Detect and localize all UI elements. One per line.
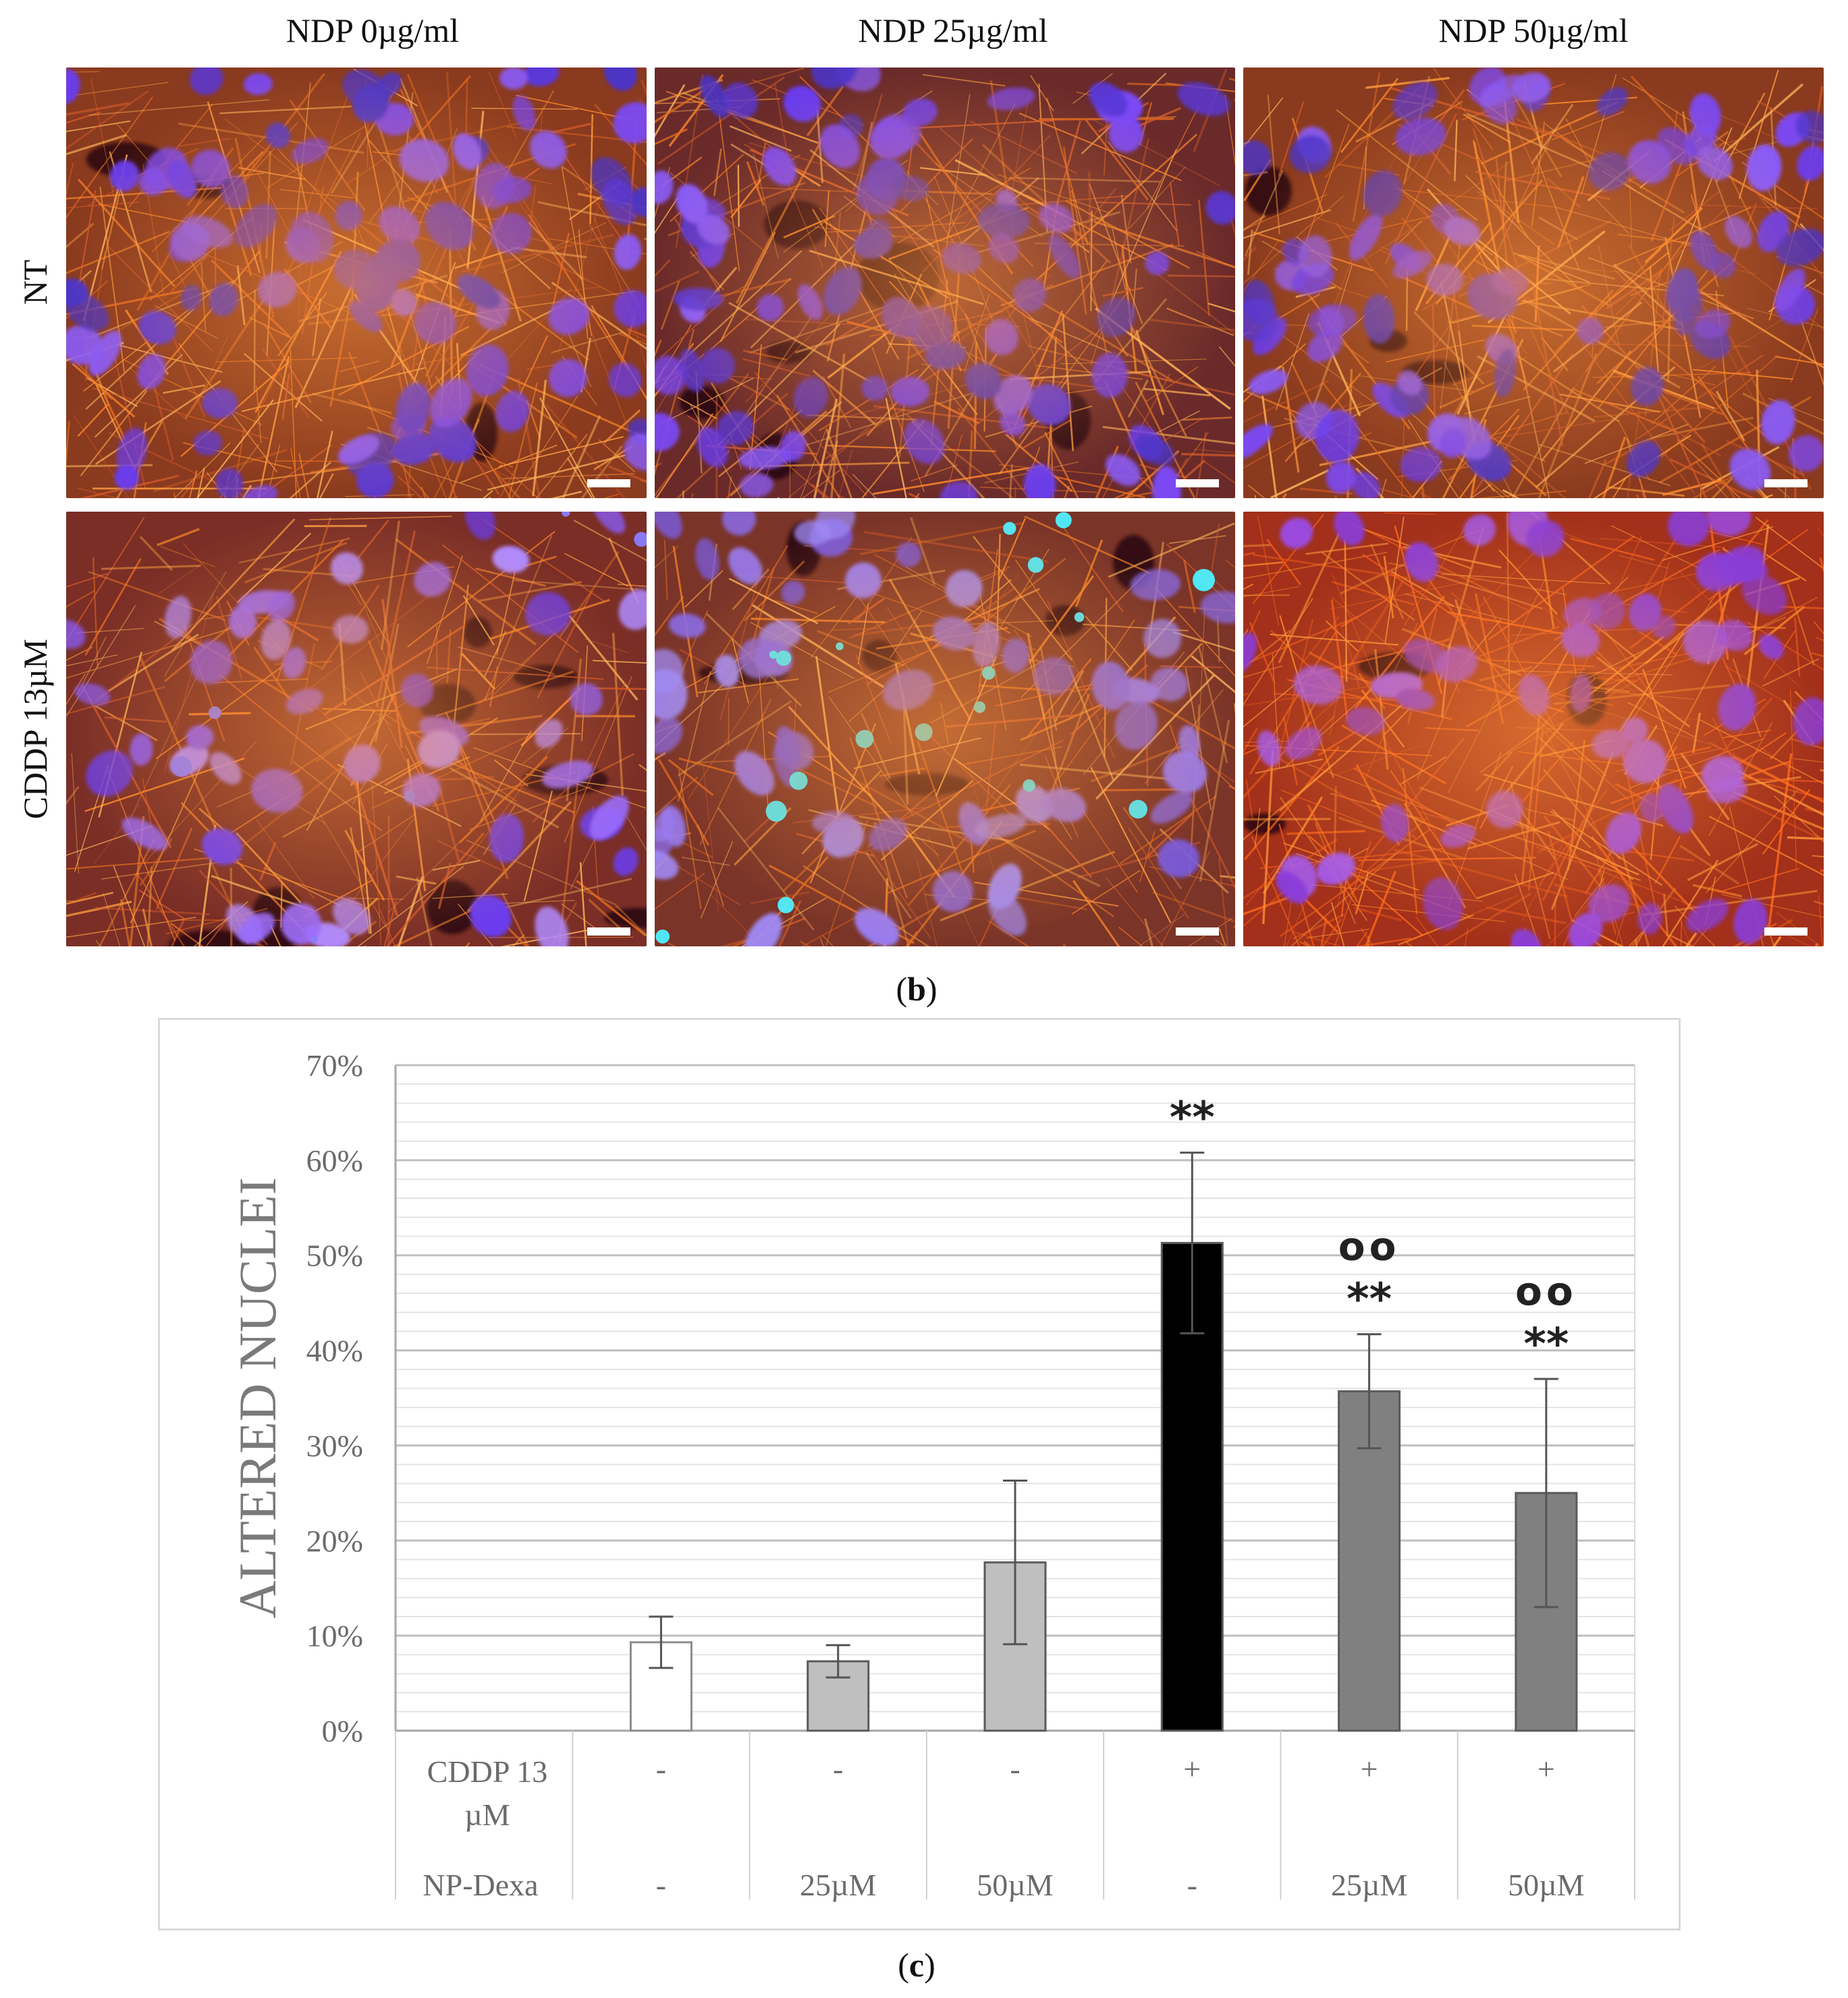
significance-stars: ** (1170, 1094, 1215, 1143)
table-cell-cddp: + (1183, 1752, 1201, 1786)
column-label-ndp-50: NDP 50µg/ml (1438, 11, 1629, 49)
table-cell-cddp: + (1538, 1752, 1555, 1786)
table-cell-npdexa: - (1187, 1868, 1197, 1902)
micrograph-cddp-ndp-50 (1243, 512, 1824, 946)
scale-bar (1176, 479, 1219, 487)
bar-chart-frame (158, 1018, 1681, 1931)
y-tick-label: 40% (306, 1334, 363, 1368)
scale-bar (1764, 927, 1808, 936)
panel-label-c: (c) (898, 1946, 935, 1984)
micrograph-nt-ndp-0 (66, 68, 647, 498)
scale-bar (1176, 927, 1219, 936)
table-row-label-npdexa: NP-Dexa (423, 1868, 538, 1902)
micrograph-cddp-ndp-25 (655, 512, 1235, 946)
table-cell-cddp: - (656, 1752, 666, 1786)
y-tick-label: 20% (306, 1523, 363, 1558)
significance-circles: oo (1515, 1268, 1577, 1314)
scale-bar (587, 479, 630, 487)
table-cell-cddp: - (833, 1752, 843, 1786)
micrograph-nt-ndp-50 (1243, 68, 1824, 498)
table-row-label-cddp: CDDP 13 (427, 1754, 548, 1789)
y-tick-label: 70% (306, 1048, 363, 1083)
y-tick-label: 50% (306, 1239, 363, 1273)
significance-stars: ** (1523, 1320, 1569, 1370)
y-tick-label: 60% (306, 1143, 363, 1178)
column-label-ndp-0: NDP 0µg/ml (286, 11, 460, 49)
column-label-ndp-25: NDP 25µg/ml (858, 11, 1048, 49)
scale-bar (1764, 479, 1808, 487)
y-tick-label: 10% (306, 1619, 363, 1653)
table-cell-npdexa: 50µM (977, 1868, 1053, 1902)
table-row-label-cddp-unit: µM (464, 1798, 510, 1832)
y-axis-label: ALTERED NUCLEI (228, 1177, 287, 1619)
micrograph-cddp-ndp-0 (66, 512, 647, 946)
micrograph-nt-ndp-25 (655, 68, 1235, 498)
table-cell-npdexa: 50µM (1508, 1868, 1584, 1902)
table-cell-cddp: + (1361, 1752, 1378, 1786)
panel-label-b: (b) (896, 970, 937, 1008)
y-tick-label: 30% (306, 1428, 363, 1463)
table-cell-npdexa: - (656, 1868, 666, 1902)
table-cell-npdexa: 25µM (800, 1868, 876, 1902)
significance-circles: oo (1338, 1224, 1401, 1270)
table-cell-cddp: - (1010, 1752, 1020, 1786)
table-cell-npdexa: 25µM (1331, 1868, 1407, 1902)
significance-stars: ** (1347, 1275, 1392, 1325)
y-tick-label: 0% (322, 1714, 363, 1748)
scale-bar (587, 927, 630, 936)
